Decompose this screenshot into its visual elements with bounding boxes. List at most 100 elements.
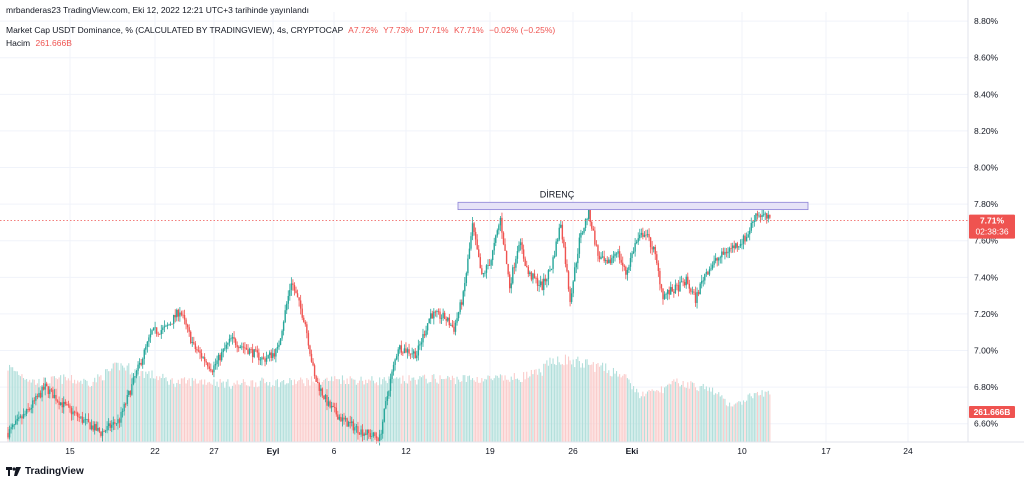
- candle-body: [354, 427, 356, 431]
- ohlc-change: −0.02% (−0.25%): [489, 25, 556, 35]
- volume-bar: [507, 379, 509, 442]
- candle-body: [341, 417, 344, 422]
- volume-bar: [575, 359, 577, 442]
- volume-label[interactable]: Hacim: [6, 38, 31, 48]
- volume-bar: [303, 383, 305, 442]
- candle-body: [109, 423, 111, 428]
- volume-bar: [667, 384, 669, 442]
- volume-bar: [654, 391, 656, 442]
- volume-bar: [498, 377, 500, 442]
- candle-body: [214, 363, 217, 366]
- volume-bar: [50, 376, 52, 442]
- candle-body: [502, 232, 505, 245]
- volume-bar: [506, 379, 508, 442]
- candle-body: [747, 234, 749, 238]
- volume-bar: [337, 379, 339, 442]
- volume-bar: [741, 404, 743, 442]
- candle-body: [656, 254, 658, 264]
- volume-bar: [560, 364, 562, 442]
- volume-bar: [258, 386, 260, 442]
- volume-bar: [33, 379, 35, 442]
- candle-body: [406, 349, 409, 353]
- candle-body: [13, 424, 15, 426]
- candle-body: [278, 344, 280, 347]
- volume-bar: [241, 383, 243, 442]
- volume-bar: [448, 377, 450, 442]
- candle-body: [662, 288, 664, 300]
- volume-bar: [324, 378, 326, 442]
- candle-body: [211, 370, 214, 373]
- volume-bar: [671, 380, 673, 442]
- candle-body: [454, 322, 457, 332]
- candle-body: [377, 438, 379, 442]
- volume-bar: [134, 369, 136, 442]
- candle-body: [186, 324, 189, 328]
- volume-bar: [149, 378, 152, 442]
- volume-bar: [174, 387, 176, 442]
- candle-body: [152, 327, 155, 331]
- volume-bar: [693, 383, 695, 442]
- candle-body: [498, 225, 500, 231]
- volume-bar: [400, 383, 402, 442]
- volume-bar: [309, 385, 311, 442]
- volume-bar: [170, 379, 172, 442]
- candle-body: [685, 276, 687, 286]
- candle-body: [445, 318, 447, 321]
- candle-body: [719, 257, 721, 259]
- volume-bar: [278, 387, 280, 442]
- volume-bar: [86, 380, 88, 442]
- volume-bar: [465, 381, 467, 442]
- volume-bar: [701, 386, 703, 442]
- candle-body: [46, 383, 48, 387]
- candle-body: [592, 228, 595, 231]
- volume-bar: [640, 396, 642, 442]
- volume-bar: [764, 391, 766, 442]
- candle-body: [118, 419, 121, 423]
- candle-body: [338, 416, 341, 420]
- candle-body: [196, 349, 198, 351]
- candle-body: [202, 357, 204, 358]
- candle-body: [423, 334, 426, 336]
- volume-bar: [533, 369, 536, 442]
- volume-bar: [249, 386, 251, 442]
- x-tick-label: 12: [401, 446, 411, 456]
- candle-body: [337, 414, 339, 420]
- volume-bar: [153, 378, 155, 442]
- candle-body: [583, 227, 585, 233]
- volume-line: Hacim 261.666B: [6, 38, 75, 48]
- volume-bar: [583, 367, 585, 442]
- volume-bar: [255, 382, 257, 442]
- volume-bar: [245, 385, 248, 442]
- volume-bar: [117, 362, 119, 442]
- candle-body: [239, 346, 241, 348]
- volume-bar: [348, 384, 350, 442]
- volume-bar: [759, 394, 762, 442]
- candle-body: [321, 388, 324, 396]
- candle-body: [601, 256, 604, 258]
- volume-bar: [684, 387, 686, 442]
- volume-bar: [615, 371, 618, 442]
- resistance-zone[interactable]: [457, 201, 809, 211]
- symbol-title[interactable]: Market Cap USDT Dominance, % (CALCULATED…: [6, 25, 344, 35]
- candle-body: [115, 423, 118, 425]
- candle-body: [155, 327, 158, 334]
- volume-bar: [57, 379, 59, 442]
- volume-bar: [585, 359, 587, 442]
- candle-body: [673, 291, 675, 294]
- candle-body: [385, 401, 387, 409]
- candle-body: [126, 395, 128, 404]
- tradingview-logo[interactable]: TradingView: [6, 466, 84, 477]
- candle-body: [120, 411, 122, 423]
- candle-body: [309, 345, 311, 354]
- volume-bar: [171, 378, 173, 442]
- candle-body: [587, 207, 590, 219]
- candle-body: [369, 433, 372, 437]
- volume-bar: [185, 383, 187, 442]
- grid: [0, 12, 968, 442]
- candle-body: [657, 263, 660, 271]
- candle-body: [191, 342, 193, 343]
- volume-bar: [182, 378, 184, 442]
- candle-body: [69, 405, 71, 409]
- candle-body: [137, 364, 139, 371]
